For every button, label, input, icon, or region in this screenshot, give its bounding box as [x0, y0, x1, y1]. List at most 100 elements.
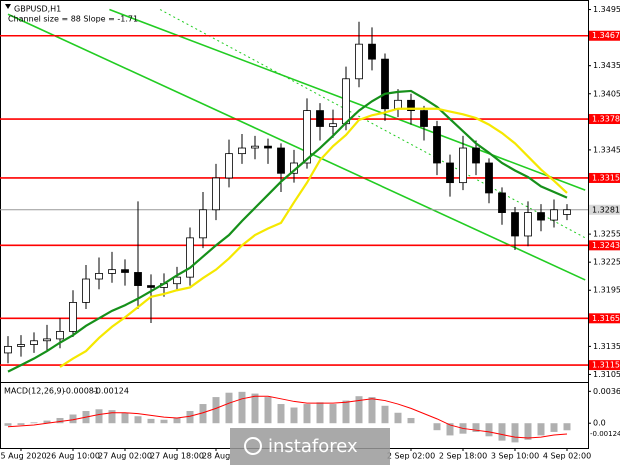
macd-bar: [394, 412, 402, 424]
level-label-box: [589, 313, 620, 324]
y-tick-label: 1.3105: [593, 370, 620, 379]
x-tick-label: 28 Aug: [202, 452, 230, 461]
y-tick-label: 1.3135: [593, 342, 620, 351]
candle-body: [4, 345, 12, 354]
macd-bar: [95, 409, 103, 424]
candle-body: [82, 278, 90, 303]
macd-y-tick-label: 0.00366: [593, 387, 620, 396]
chart-title: GBPUSD,H1: [14, 5, 61, 14]
level-label: 1.3243: [592, 241, 620, 250]
candle-body: [316, 110, 324, 127]
candle-body: [381, 58, 389, 110]
macd-bar: [290, 407, 298, 424]
macd-bar: [225, 392, 233, 424]
candle-body: [407, 99, 415, 111]
watermark-box: [230, 428, 390, 465]
macd-bar: [511, 423, 519, 443]
candle-body: [446, 162, 454, 184]
candle-body: [277, 147, 285, 174]
candle-body: [342, 78, 350, 125]
candle-body: [524, 212, 532, 237]
level-label-box: [589, 172, 620, 183]
candle-body: [147, 285, 155, 288]
macd-bar: [56, 417, 64, 424]
macd-bar: [433, 423, 441, 431]
candle-body: [394, 99, 402, 110]
candle-body: [303, 110, 311, 164]
candle-body: [264, 145, 272, 149]
macd-bar: [524, 423, 532, 440]
candle-body: [329, 123, 337, 127]
macd-bar: [316, 402, 324, 424]
macd-bar: [381, 405, 389, 424]
macd-bar: [329, 404, 337, 424]
macd-bar: [472, 423, 480, 432]
candle-body: [17, 344, 25, 347]
moving-average: [7, 89, 568, 373]
candle-body: [537, 212, 545, 221]
candle-body: [355, 43, 363, 80]
level-label: 1.3165: [592, 314, 620, 323]
level-label: 1.3315: [592, 173, 620, 182]
current-price-box: [589, 204, 620, 215]
macd-bar: [264, 397, 272, 424]
y-tick-label: 1.3225: [593, 258, 620, 267]
macd-bar: [550, 423, 558, 432]
trend-line: [159, 9, 586, 239]
candle-body: [69, 302, 77, 332]
candle-body: [134, 272, 142, 286]
macd-bar: [498, 423, 506, 441]
current-price-label: 1.3281: [592, 205, 620, 214]
candle-body: [563, 209, 571, 215]
candle-body: [420, 110, 428, 127]
y-tick-label: 1.3255: [593, 230, 620, 239]
x-tick-label: 25 Aug 2020: [0, 452, 47, 461]
trend-line: [7, 13, 586, 281]
macd-title: MACD(12,26,9): [4, 387, 65, 396]
candle-body: [550, 209, 558, 221]
x-tick-label: 4 Sep 02:00: [543, 452, 591, 461]
candle-body: [212, 177, 220, 211]
level-label-box: [589, 240, 620, 251]
macd-bar: [30, 422, 38, 424]
level-label: 1.3467: [592, 31, 620, 40]
macd-bar: [537, 423, 545, 436]
candle-body: [173, 276, 181, 285]
macd-signal: [7, 395, 568, 439]
macd-signal-label: -0.00124: [590, 430, 620, 438]
candle-body: [56, 331, 64, 340]
macd-bar: [238, 391, 246, 424]
y-tick-label: 1.3405: [593, 89, 620, 98]
candle-body: [199, 209, 207, 239]
macd-bar: [485, 423, 493, 437]
level-label: 1.3378: [592, 115, 620, 124]
macd-bar: [173, 417, 181, 424]
y-tick-label: 1.3495: [593, 5, 620, 14]
macd-bar: [69, 414, 77, 424]
candle-body: [186, 237, 194, 278]
candle-body: [95, 273, 103, 280]
candle-body: [238, 147, 246, 155]
macd-bar: [147, 418, 155, 424]
x-tick-label: 27 Aug 18:00: [150, 452, 204, 461]
y-tick-label: 1.3195: [593, 286, 620, 295]
macd-bar: [407, 417, 415, 424]
candle-body: [368, 43, 376, 60]
macd-bar: [303, 404, 311, 424]
macd-bar: [134, 416, 142, 424]
macd-bar: [199, 404, 207, 424]
macd-signal-value: -0.00124: [93, 387, 129, 396]
x-tick-label: 2 Sep 18:00: [439, 452, 487, 461]
macd-bar: [563, 423, 571, 431]
level-label: 1.3115: [592, 361, 620, 370]
macd-bar: [43, 420, 51, 424]
candle-body: [459, 147, 467, 184]
level-label-box: [589, 114, 620, 125]
macd-histogram-value: -0.00081: [63, 387, 99, 396]
candle-body: [472, 147, 480, 164]
macd-y-tick-label: 0.0: [593, 419, 606, 428]
macd-bar: [342, 400, 350, 424]
y-tick-label: 1.3345: [593, 145, 620, 154]
candle-body: [511, 212, 519, 237]
